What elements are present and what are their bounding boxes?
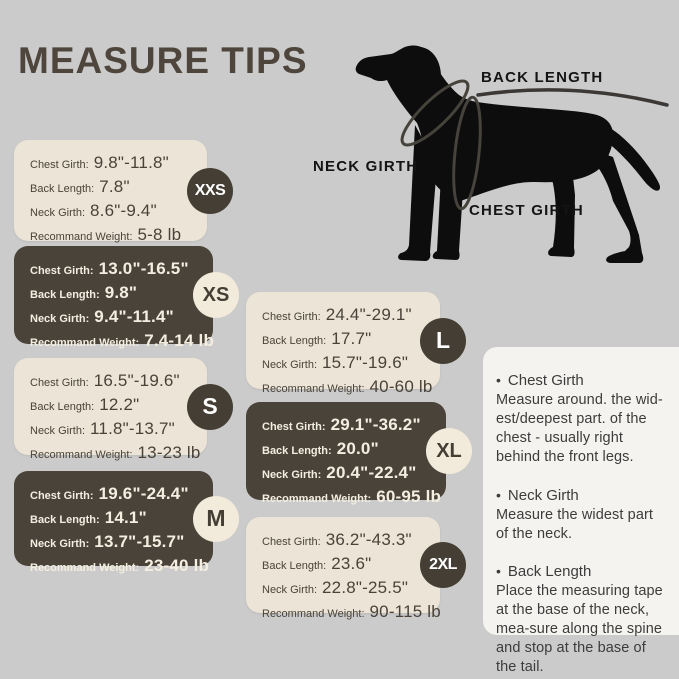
size-badge-xl: XL: [426, 428, 472, 474]
tip-heading-text: Neck Girth: [507, 486, 579, 504]
size-card-xl: Chest Girth: 29.1"-36.2" Back Length: 20.0…: [246, 402, 472, 506]
card-row: Recommand Weight: 5-8 lb: [30, 225, 182, 244]
dog-silhouette-icon: [355, 45, 669, 263]
size-card-s: Chest Girth: 16.5"-19.6" Back Length: 12.2…: [14, 358, 233, 462]
bullet-icon: •: [496, 486, 501, 503]
size-badge-s: S: [187, 383, 233, 430]
card-row: Back Length: 14.1": [30, 508, 147, 527]
size-badge-xs: XS: [193, 272, 239, 318]
tip-section-back-length: • Back Length Place the measuring tape a…: [496, 563, 669, 678]
card-row: Neck Girth: 15.7"-19.6": [262, 353, 409, 372]
size-badge-2xl: 2XL: [420, 542, 466, 588]
card-row: Neck Girth: 11.8"-13.7": [30, 419, 175, 438]
size-badge-l: L: [420, 317, 466, 364]
card-row: Neck Girth: 20.4"-22.4": [262, 463, 417, 482]
size-card-xs: Chest Girth: 13.0"-16.5" Back Length: 9.8"…: [14, 246, 239, 350]
card-row: Recommand Weight: 7.4-14 lb: [30, 331, 215, 350]
tip-body-text: Measure the widest part of the neck.: [496, 506, 654, 542]
card-row: Chest Girth: 16.5"-19.6": [30, 371, 180, 390]
card-row: Recommand Weight: 40-60 lb: [262, 377, 433, 396]
measuring-tips-panel: • Chest Girth Measure around. the wid-es…: [483, 347, 679, 675]
size-badge-m: M: [193, 495, 239, 542]
tip-body-text: Place the measuring tape at the base of …: [496, 582, 663, 676]
card-row: Recommand Weight: 60-95 lb: [262, 487, 442, 506]
bullet-icon: •: [496, 372, 501, 388]
size-card-xxs: Chest Girth: 9.8"-11.8" Back Length: 7.8" …: [14, 140, 233, 244]
tip-heading: • Back Length: [496, 563, 669, 580]
dog-measurement-diagram: BACK LENGTH NECK GIRTH CHEST GIRTH: [295, 25, 679, 275]
card-row: Chest Girth: 13.0"-16.5": [30, 259, 189, 278]
size-badge-xxs: XXS: [187, 167, 233, 214]
size-card-l: Chest Girth: 24.4"-29.1" Back Length: 17.7…: [246, 292, 466, 396]
card-row: Recommand Weight: 23-40 lb: [30, 556, 210, 575]
tip-heading: • Neck Girth: [496, 487, 669, 504]
measuring-tape-loops: [400, 79, 669, 211]
card-row: Back Length: 20.0": [262, 439, 379, 458]
card-row: Chest Girth: 19.6"-24.4": [30, 484, 189, 503]
page-title: MEASURE TIPS: [18, 40, 308, 81]
tip-heading-text: Back Length: [507, 562, 592, 580]
chest-girth-label: CHEST GIRTH: [469, 202, 584, 219]
card-row: Recommand Weight: 90-115 lb: [262, 602, 441, 621]
card-row: Neck Girth: 13.7"-15.7": [30, 532, 185, 551]
card-row: Chest Girth: 29.1"-36.2": [262, 415, 421, 434]
tip-section-chest-girth: • Chest Girth Measure around. the wid-es…: [496, 372, 669, 468]
bullet-icon: •: [496, 562, 501, 579]
card-row: Neck Girth: 9.4"-11.4": [30, 307, 174, 326]
card-row: Chest Girth: 24.4"-29.1": [262, 305, 412, 324]
tip-body-text: Measure around. the wid-est/deepest part…: [496, 392, 663, 466]
tip-section-neck-girth: • Neck Girth Measure the widest part of …: [496, 487, 669, 544]
neck-girth-label: NECK GIRTH: [313, 158, 419, 175]
size-card-2xl: Chest Girth: 36.2"-43.3" Back Length: 23.6…: [246, 517, 466, 621]
size-card-m: Chest Girth: 19.6"-24.4" Back Length: 14.1…: [14, 471, 239, 575]
card-row: Back Length: 9.8": [30, 283, 138, 302]
card-row: Chest Girth: 36.2"-43.3": [262, 530, 412, 549]
back-length-label: BACK LENGTH: [481, 69, 604, 86]
card-row: Back Length: 12.2": [30, 395, 140, 414]
card-row: Chest Girth: 9.8"-11.8": [30, 153, 169, 172]
card-row: Neck Girth: 8.6"-9.4": [30, 201, 157, 220]
card-row: Back Length: 7.8": [30, 177, 130, 196]
card-row: Back Length: 17.7": [262, 329, 372, 348]
card-row: Back Length: 23.6": [262, 554, 372, 573]
card-row: Recommand Weight: 13-23 lb: [30, 443, 201, 462]
tip-heading-text: Chest Girth: [507, 372, 584, 389]
card-row: Neck Girth: 22.8"-25.5": [262, 578, 409, 597]
tip-heading: • Chest Girth: [496, 372, 669, 389]
